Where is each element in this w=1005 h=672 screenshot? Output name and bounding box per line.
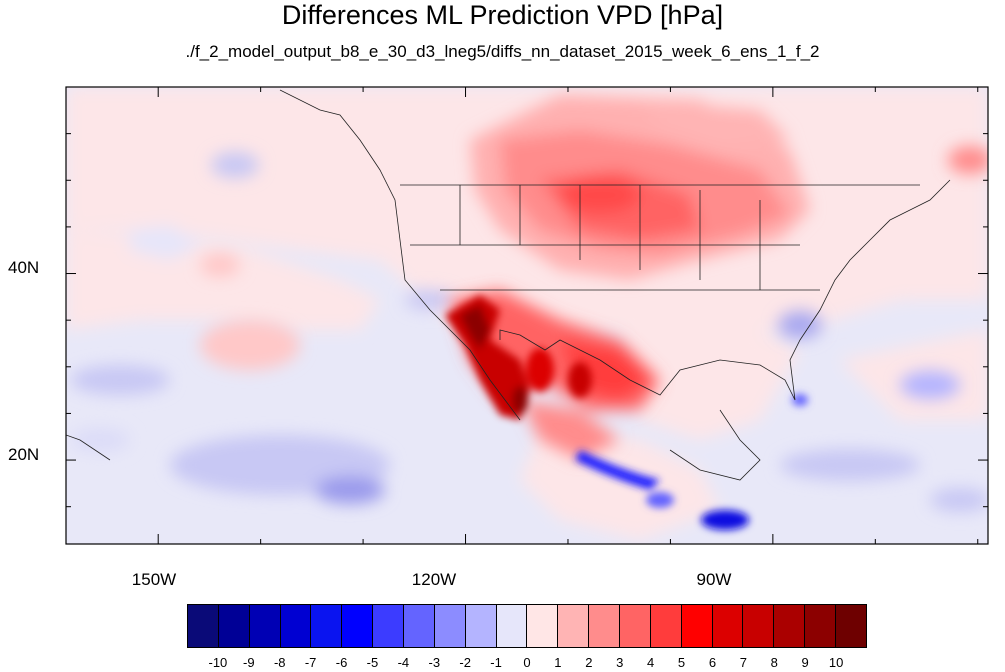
colorbar-label: -5: [366, 655, 379, 670]
colorbar-box: [434, 605, 466, 647]
colorbar-label: 9: [801, 655, 809, 670]
colorbar-label: -2: [459, 655, 471, 670]
colorbar-label: 10: [828, 655, 844, 670]
colorbar-box: [218, 605, 250, 647]
colorbar-label: -8: [273, 655, 286, 670]
colorbar-label: 5: [677, 655, 686, 670]
colorbar-label: 2: [585, 655, 593, 670]
colorbar-box: [805, 605, 837, 647]
figure-title: Differences ML Prediction VPD [hPa]: [281, 0, 724, 30]
lon-label-90w: 90W: [696, 570, 732, 589]
colorbar-box: [650, 605, 682, 647]
colorbar-label: 7: [739, 655, 747, 670]
colorbar-label: -3: [428, 655, 441, 670]
colorbar-label: 3: [616, 655, 624, 670]
colorbar-box: [404, 605, 435, 647]
lon-label-150w: 150W: [131, 570, 177, 589]
colorbar-label: -7: [304, 655, 317, 670]
map-plot: [65, 86, 989, 545]
lon-label-120w: 120W: [411, 570, 457, 589]
colorbar-box: [311, 605, 343, 647]
colorbar-box: [620, 605, 651, 647]
colorbar-box: [774, 605, 806, 647]
colorbar-box: [496, 605, 528, 647]
colorbar-box: [342, 605, 374, 647]
colorbar-label: -10: [208, 655, 228, 670]
colorbar-label: -9: [243, 655, 255, 670]
colorbar-label: 8: [770, 655, 778, 670]
colorbar: [187, 604, 867, 648]
colorbar-label: -1: [490, 655, 502, 670]
axis-ticks: [66, 87, 988, 544]
figure-subtitle: ./f_2_model_output_b8_e_30_d3_lneg5/diff…: [185, 42, 820, 61]
coastlines: [66, 89, 951, 481]
colorbar-box: [249, 605, 281, 647]
colorbar-box: [465, 605, 497, 647]
colorbar-box: [280, 605, 312, 647]
lat-label-40n: 40N: [8, 258, 40, 277]
lat-label-20n: 20N: [8, 445, 40, 464]
colorbar-box: [836, 605, 866, 647]
colorbar-box: [712, 605, 744, 647]
colorbar-box: [743, 605, 775, 647]
difference-field: [66, 87, 988, 544]
colorbar-box: [681, 605, 713, 647]
colorbar-label: 1: [554, 655, 562, 670]
colorbar-box: [373, 605, 405, 647]
colorbar-box: [527, 605, 559, 647]
colorbar-label: 4: [647, 655, 655, 670]
colorbar-label: 6: [708, 655, 717, 670]
colorbar-box: [188, 605, 219, 647]
colorbar-label: -4: [397, 655, 410, 670]
colorbar-label: 0: [523, 655, 531, 670]
colorbar-box: [589, 605, 621, 647]
colorbar-label: -6: [335, 655, 348, 670]
plot-frame: [65, 86, 989, 545]
colorbar-box: [558, 605, 590, 647]
